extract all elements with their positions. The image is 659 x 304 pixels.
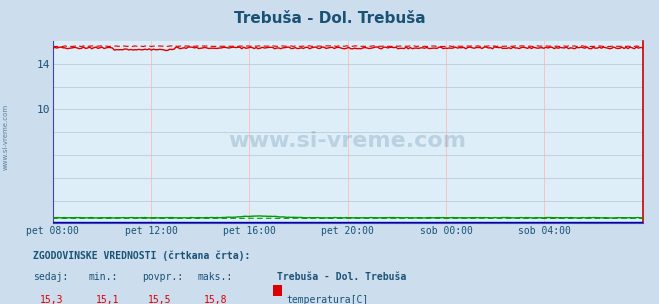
Text: www.si-vreme.com: www.si-vreme.com [2,104,9,170]
Text: 15,1: 15,1 [96,295,119,304]
Text: sedaj:: sedaj: [33,272,68,282]
Text: 15,5: 15,5 [148,295,172,304]
Text: temperatura[C]: temperatura[C] [287,295,369,304]
Text: 15,8: 15,8 [204,295,228,304]
Text: maks.:: maks.: [198,272,233,282]
Text: Trebuša - Dol. Trebuša: Trebuša - Dol. Trebuša [234,11,425,26]
Text: min.:: min.: [89,272,119,282]
Text: povpr.:: povpr.: [142,272,183,282]
Text: Trebuša - Dol. Trebuša: Trebuša - Dol. Trebuša [277,272,406,282]
Text: www.si-vreme.com: www.si-vreme.com [229,131,467,151]
Text: ZGODOVINSKE VREDNOSTI (črtkana črta):: ZGODOVINSKE VREDNOSTI (črtkana črta): [33,251,250,261]
Text: 15,3: 15,3 [40,295,63,304]
